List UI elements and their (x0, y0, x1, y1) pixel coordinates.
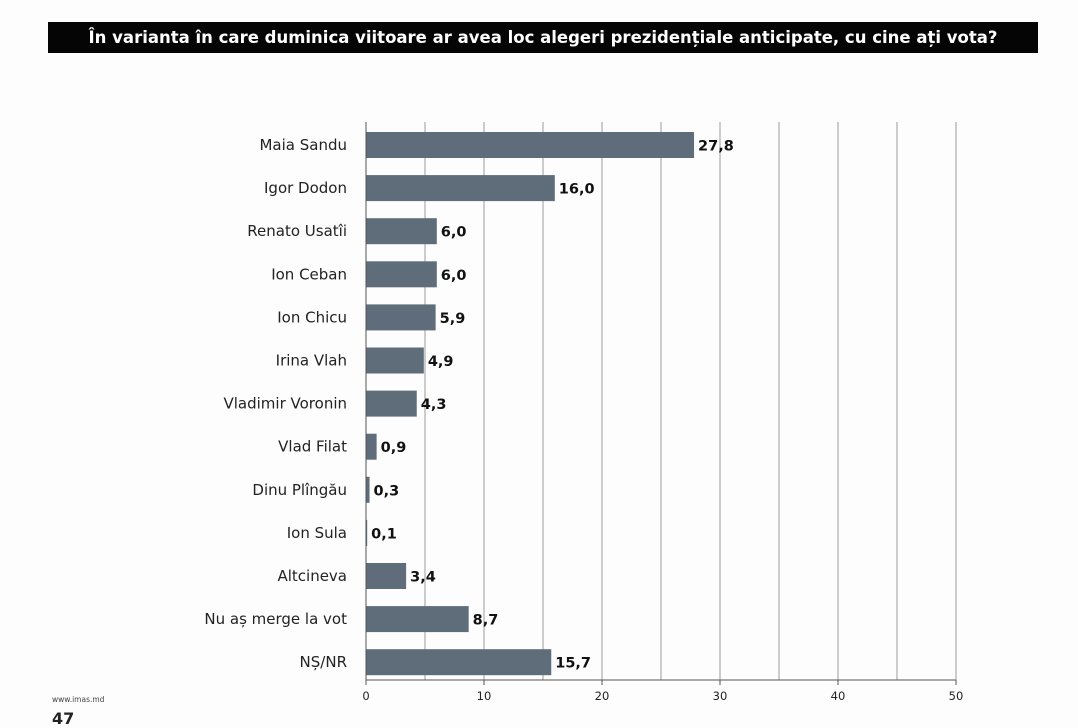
category-label: Ion Chicu (277, 308, 347, 326)
category-label: Maia Sandu (259, 136, 347, 154)
value-label: 16,0 (559, 182, 595, 198)
bar (366, 132, 695, 158)
bar (366, 261, 437, 288)
category-labels: Maia Sandu Igor Dodon Renato Usatîi Ion Ceb… (204, 136, 347, 671)
category-label: Ion Ceban (271, 265, 347, 283)
bar (366, 606, 469, 633)
footer-url: www.imas.md (52, 695, 105, 704)
chart-title: În varianta în care duminica viitoare ar… (48, 22, 1038, 53)
x-tick-label: 0 (362, 689, 369, 703)
x-tick-label: 20 (595, 689, 610, 703)
x-tick-label: 40 (831, 689, 846, 703)
bar (366, 390, 417, 417)
category-label: Vladimir Voronin (224, 395, 348, 413)
value-label: 5,9 (440, 311, 466, 327)
value-label: 0,9 (381, 440, 407, 456)
value-label: 6,0 (441, 268, 467, 284)
x-tick-label: 10 (477, 689, 492, 703)
category-label: Nu aș merge la vot (204, 610, 347, 628)
bar (366, 476, 370, 503)
bar (366, 519, 368, 546)
x-tick-label: 30 (713, 689, 728, 703)
bar (366, 175, 555, 202)
category-label: Irina Vlah (276, 352, 347, 370)
value-label: 0,3 (374, 483, 400, 499)
value-label: 15,7 (555, 656, 591, 672)
category-label: Igor Dodon (264, 179, 347, 197)
x-axis: 0 10 20 30 40 50 (362, 122, 963, 703)
value-label: 3,4 (410, 570, 436, 586)
category-label: Ion Sula (287, 524, 347, 542)
page-number: 47 (52, 709, 75, 728)
category-label: Vlad Filat (278, 438, 347, 456)
category-label: Dinu Plîngău (252, 481, 347, 499)
value-label: 8,7 (473, 613, 499, 629)
bars (366, 132, 695, 676)
x-tick-label: 50 (949, 689, 964, 703)
bar (366, 304, 436, 331)
gridlines (424, 122, 957, 680)
value-label: 4,9 (428, 354, 454, 370)
bar (366, 649, 552, 676)
bar (366, 433, 377, 460)
value-label: 0,1 (371, 526, 397, 542)
value-labels: 27,8 16,0 6,0 6,0 5,9 4,9 4,3 0,9 0,3 0,1 3,4 8,7 15… (371, 139, 734, 672)
category-label: NȘ/NR (300, 653, 347, 671)
value-label: 4,3 (421, 397, 447, 413)
bar (366, 563, 407, 589)
value-label: 6,0 (441, 225, 467, 241)
category-label: Altcineva (277, 567, 347, 585)
bar (366, 218, 437, 245)
value-label: 27,8 (698, 139, 734, 155)
category-label: Renato Usatîi (247, 222, 347, 240)
bar (366, 347, 424, 374)
